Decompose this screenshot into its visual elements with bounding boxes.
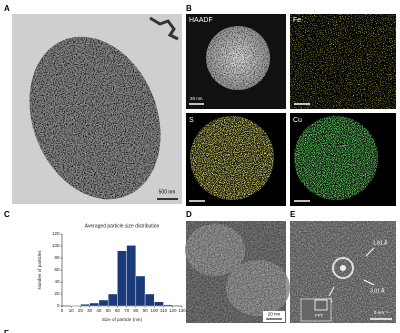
x-tick-label: 40 bbox=[96, 308, 102, 313]
texture bbox=[186, 221, 286, 323]
inset-box bbox=[314, 299, 328, 311]
annotation: 1.81 Å bbox=[373, 239, 388, 246]
histogram: Averaged particle size distribution Numbe… bbox=[37, 223, 186, 322]
x-tick-label: 60 bbox=[115, 308, 121, 313]
panel-label: D bbox=[186, 210, 192, 219]
scale-label: 20 nm bbox=[190, 96, 203, 101]
panel-label: F bbox=[4, 329, 9, 333]
y-tick-label: 60 bbox=[54, 267, 60, 272]
x-tick-label: 50 bbox=[106, 308, 112, 313]
x-tick-label: 30 bbox=[87, 308, 93, 313]
channel-label: Cu bbox=[293, 117, 302, 124]
x-tick-label: 80 bbox=[133, 308, 139, 313]
x-tick-label: 70 bbox=[124, 308, 130, 313]
texture bbox=[190, 116, 274, 200]
y-tick-label: 20 bbox=[54, 291, 60, 296]
x-tick-label: 130 bbox=[178, 308, 186, 313]
scale-label: 500 nm bbox=[159, 189, 176, 195]
fft-ring bbox=[332, 257, 354, 279]
x-tick-label: 110 bbox=[160, 308, 168, 313]
debris bbox=[149, 16, 179, 41]
panel-label: C bbox=[4, 210, 10, 219]
x-tick-label: 20 bbox=[78, 308, 84, 313]
bar bbox=[107, 293, 118, 307]
y-tick-label: 100 bbox=[52, 243, 60, 248]
x-tick-label: 10 bbox=[69, 308, 75, 313]
x-tick-label: 0 bbox=[61, 308, 64, 313]
bar bbox=[117, 250, 127, 307]
bar bbox=[98, 299, 109, 307]
bar bbox=[126, 245, 137, 307]
chart-title: Averaged particle size distribution bbox=[85, 223, 160, 229]
fft-center bbox=[340, 265, 346, 271]
y-axis-label: Number of particles bbox=[37, 250, 42, 290]
y-tick-label: 0 bbox=[57, 303, 60, 308]
bar bbox=[89, 302, 100, 307]
scale-label: 20 nm bbox=[268, 312, 281, 317]
scale-label: 5 nm⁻¹ bbox=[374, 310, 388, 315]
y-tick-label: 120 bbox=[52, 231, 60, 236]
bar bbox=[163, 304, 173, 307]
y-tick-label: 40 bbox=[54, 279, 60, 284]
panel-label: A bbox=[4, 4, 10, 13]
x-tick-label: 90 bbox=[143, 308, 149, 313]
texture bbox=[206, 26, 270, 90]
annotation: 3.01 Å bbox=[370, 287, 385, 294]
bar bbox=[144, 293, 155, 307]
bar bbox=[135, 275, 146, 307]
arrows bbox=[328, 247, 375, 297]
panel-label: B bbox=[186, 4, 192, 13]
bar bbox=[154, 301, 164, 307]
texture bbox=[294, 116, 378, 200]
channel-label: Fe bbox=[293, 17, 301, 24]
channel-label: S bbox=[189, 117, 194, 124]
bar bbox=[71, 305, 81, 307]
panel-label: E bbox=[290, 210, 296, 219]
x-tick-label: 100 bbox=[151, 308, 159, 313]
channel-label: HAADF bbox=[189, 17, 213, 24]
scale-box bbox=[263, 311, 285, 322]
y-tick-label: 80 bbox=[54, 255, 60, 260]
texture bbox=[290, 14, 396, 109]
x-tick-label: 120 bbox=[169, 308, 177, 313]
x-axis-label: Size of particle (nm) bbox=[102, 317, 143, 322]
inset-label: FFT bbox=[315, 313, 323, 318]
bar bbox=[80, 304, 90, 307]
